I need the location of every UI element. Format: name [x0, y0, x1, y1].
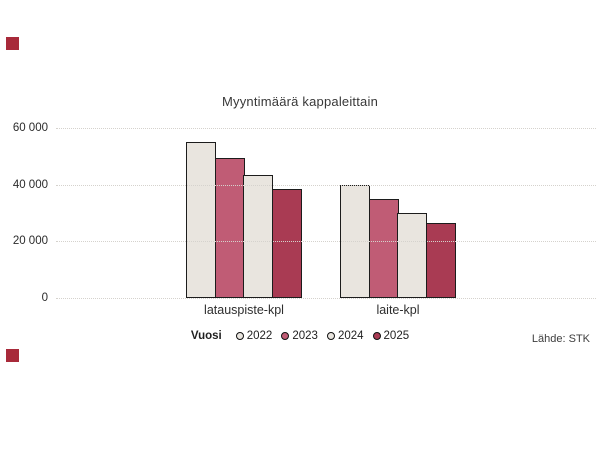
y-axis-tick-label: 40 000: [12, 178, 48, 191]
x-axis-label-laite: laite-kpl: [376, 303, 420, 317]
bar-2022-latauspiste-kpl[interactable]: [186, 142, 216, 298]
red-square-marker: [6, 37, 19, 50]
legend-swatch-2023-icon: [281, 332, 290, 340]
bar-2023-latauspiste-kpl[interactable]: [214, 157, 245, 298]
red-square-marker: [6, 349, 19, 362]
x-axis-label-latauspiste: latauspiste-kpl: [204, 303, 284, 317]
gridline: [56, 241, 596, 243]
legend-swatch-2024-icon: [326, 332, 335, 340]
gridline: [56, 184, 596, 186]
y-axis-tick-label: 20 000: [12, 235, 48, 248]
legend-item-label: 2023: [292, 330, 318, 342]
y-axis-tick-label: 60 000: [12, 122, 48, 134]
chart-title: Myyntimäärä kappaleittain: [221, 94, 379, 109]
bar-2024-latauspiste-kpl[interactable]: [243, 174, 273, 298]
legend-item-label: 2024: [337, 330, 364, 342]
bar-2024-laite-kpl[interactable]: [397, 213, 427, 298]
y-axis-tick-label: 0: [41, 292, 48, 304]
legend: Vuosi 2022 2023 2024 2025: [0, 330, 600, 342]
bar-2025-latauspiste-kpl[interactable]: [271, 188, 302, 298]
legend-title: Vuosi: [190, 330, 222, 342]
legend-swatch-2022-icon: [235, 332, 244, 340]
legend-item-2024: 2024: [326, 330, 364, 342]
source-label: Lähde: STK: [531, 333, 590, 345]
bar-2025-laite-kpl[interactable]: [425, 222, 456, 298]
bar-group-laite: [340, 128, 456, 298]
legend-swatch-2025-icon: [372, 332, 381, 340]
plot-area: [56, 128, 596, 299]
legend-item-label: 2025: [383, 330, 410, 342]
bar-2023-laite-kpl[interactable]: [368, 198, 399, 298]
gridline: [56, 298, 596, 299]
bar-group-latauspiste: [186, 128, 302, 298]
legend-item-label: 2022: [246, 330, 273, 342]
y-axis: 0 20 000 40 000 60 000: [0, 122, 48, 304]
legend-item-2025: 2025: [372, 330, 410, 342]
legend-item-2022: 2022: [235, 330, 273, 342]
gridline: [56, 128, 596, 129]
legend-item-2023: 2023: [281, 330, 318, 342]
